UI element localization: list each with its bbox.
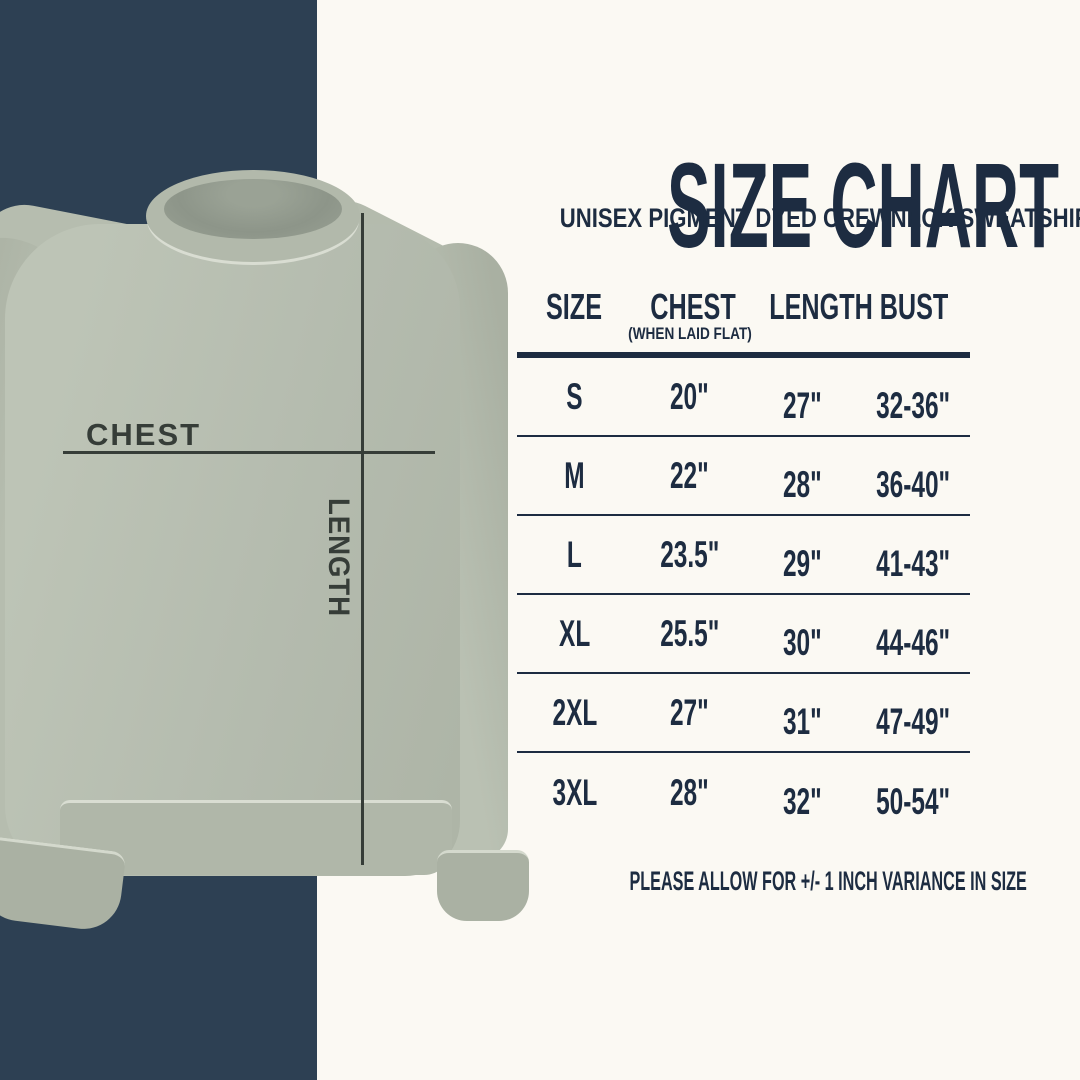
size-table-header: SIZE CHEST (WHEN LAID FLAT) LENGTH BUST [517,272,970,358]
sweatshirt-right-cuff [437,850,529,921]
cell-size: M [564,454,585,496]
cell-length: 32" [782,780,822,822]
cell-bust: 47-49" [876,700,951,742]
chest-measure-line [63,451,435,454]
cell-bust: 44-46" [876,621,951,663]
cell-bust: 41-43" [876,542,951,584]
cell-size: 2XL [552,691,597,733]
cell-length: 28" [782,463,822,505]
col-header-bust: BUST [879,286,948,327]
cell-chest: 23.5" [659,533,720,575]
variance-note: PLEASE ALLOW FOR +/- 1 INCH VARIANCE IN … [629,866,1027,896]
sweatshirt-body [5,224,460,876]
cell-chest: 27" [670,691,709,733]
sweatshirt-hem-band [60,800,452,875]
table-row-3xl: 3XL 28" 32" 50-54" [517,753,970,832]
col-header-chest: CHEST (WHEN LAID FLAT) [627,286,752,343]
cell-chest: 22" [670,454,709,496]
cell-size: L [567,533,582,575]
table-row-2xl: 2XL 27" 31" 47-49" [517,674,970,753]
chest-column-note: (WHEN LAID FLAT) [627,324,752,343]
table-row-m: M 22" 28" 36-40" [517,437,970,516]
size-table: SIZE CHEST (WHEN LAID FLAT) LENGTH BUST S… [517,272,970,832]
page-subtitle-text: UNISEX PIGMENT DYED CREWNECK SWEATSHIRT [559,203,1080,233]
cell-length: 30" [782,621,822,663]
cell-size: S [566,375,583,417]
table-row-xl: XL 25.5" 30" 44-46" [517,595,970,674]
table-row-s: S 20" 27" 32-36" [517,358,970,437]
cell-bust: 32-36" [876,384,951,426]
page-title-text: SIZE CHART [666,137,1060,274]
cell-chest: 28" [670,771,709,813]
col-header-length: LENGTH [769,286,873,327]
cell-length: 27" [782,384,822,426]
cell-length: 29" [782,542,822,584]
page-title: SIZE CHART [500,145,1059,266]
chest-measure-label: CHEST [86,417,202,452]
cell-chest: 25.5" [659,612,720,654]
table-row-l: L 23.5" 29" 41-43" [517,516,970,595]
cell-bust: 36-40" [876,463,951,505]
length-measure-label: LENGTH [322,498,355,617]
cell-length: 31" [782,700,822,742]
cell-size: XL [558,612,591,654]
cell-size: 3XL [552,771,597,813]
cell-bust: 50-54" [876,780,951,822]
cell-chest: 20" [670,375,709,417]
col-header-size: SIZE [546,286,603,327]
page-subtitle: UNISEX PIGMENT DYED CREWNECK SWEATSHIRT [500,203,1080,234]
sweatshirt-neck-opening [164,179,342,239]
length-measure-line [361,213,364,865]
size-table-body: S 20" 27" 32-36" M 22" 28" 36-40" L 23.5… [517,358,970,832]
